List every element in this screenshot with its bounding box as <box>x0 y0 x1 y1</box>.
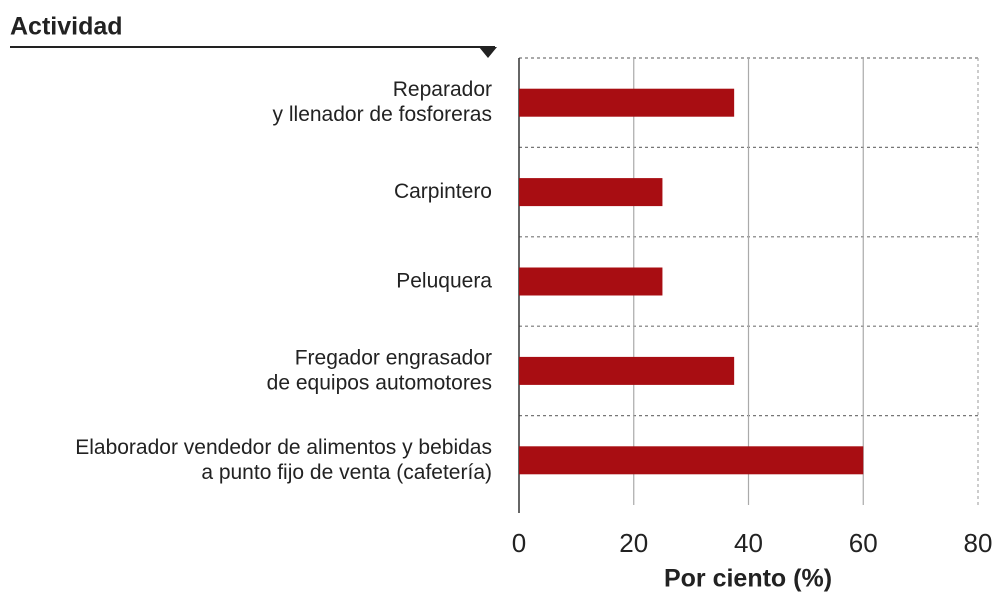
x-tick-label: 60 <box>849 528 878 558</box>
y-tick-label: Peluquera <box>396 269 492 292</box>
bar <box>519 356 735 385</box>
y-tick-label-line: Peluquera <box>396 269 492 292</box>
y-tick-label: Fregador engrasador de equipos automotore… <box>267 346 492 394</box>
y-tick-label-line: Reparador <box>393 78 492 101</box>
x-axis-label: Por ciento (%) <box>664 565 832 593</box>
bar <box>519 88 735 117</box>
y-tick-label-line: Fregador engrasador <box>295 346 492 369</box>
title-marker <box>479 47 497 58</box>
y-tick-label-line: a punto fijo de venta (cafetería) <box>201 460 492 483</box>
y-tick-label: Carpintero <box>394 180 492 203</box>
x-tick-label: 0 <box>512 528 526 558</box>
y-tick-label: Reparador y llenador de fosforeras <box>273 78 492 126</box>
y-tick-label-line: de equipos automotores <box>267 371 492 394</box>
x-tick-label: 40 <box>734 528 763 558</box>
y-tick-label-line: Carpintero <box>394 180 492 203</box>
x-tick-label: 80 <box>964 528 993 558</box>
chart-title: Actividad <box>10 13 123 41</box>
bar <box>519 267 663 296</box>
x-tick-label: 20 <box>619 528 648 558</box>
bar <box>519 446 864 475</box>
bar <box>519 178 663 207</box>
y-tick-label: Elaborador vendedor de alimentos y bebid… <box>75 435 492 483</box>
y-tick-label-line: y llenador de fosforeras <box>273 103 492 126</box>
y-tick-label-line: Elaborador vendedor de alimentos y bebid… <box>75 435 492 458</box>
